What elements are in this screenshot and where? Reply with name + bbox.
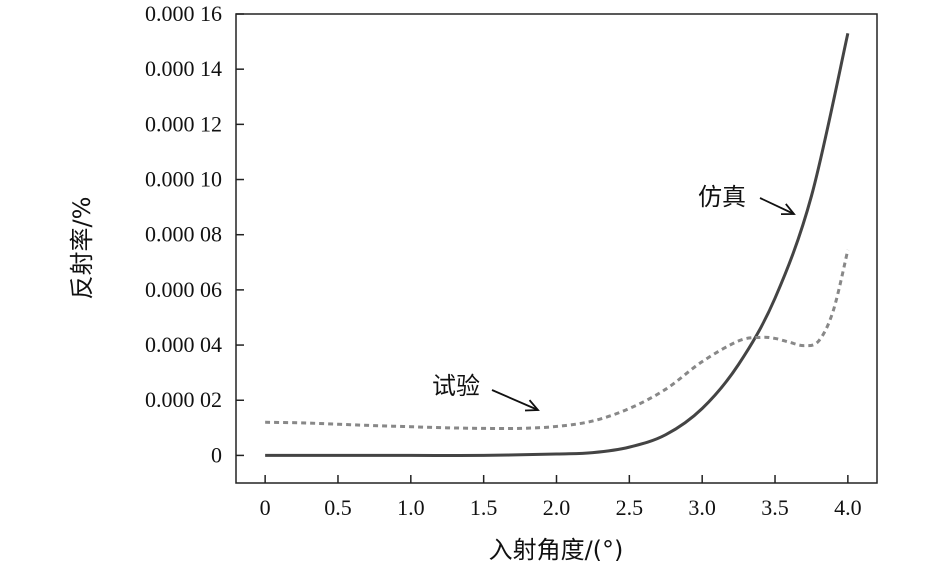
experiment-annotation-arrow	[491, 389, 539, 411]
y-tick-label: 0.000 10	[145, 167, 222, 192]
x-tick-label: 1.5	[470, 495, 498, 520]
y-axis-ticks: 0 0.000 02 0.000 04 0.000 06 0.000 08 0.000 1…	[145, 1, 244, 467]
y-tick-label: 0.000 16	[145, 1, 222, 26]
y-axis-title: 反射率/%	[68, 197, 96, 300]
simulation-annotation-arrow	[759, 197, 795, 215]
y-tick-label: 0.000 04	[145, 332, 222, 357]
simulation-annotation-label: 仿真	[698, 183, 746, 211]
y-tick-label: 0.000 02	[145, 387, 222, 412]
experiment-line	[265, 249, 850, 431]
x-tick-label: 4.0	[834, 495, 862, 520]
x-axis-ticks: 0 0.5 1.0 1.5 2.0 2.5 3.0 3.5 4.0	[260, 475, 862, 520]
y-tick-label: 0.000 14	[145, 56, 222, 81]
x-tick-label: 3.5	[761, 495, 789, 520]
x-tick-label: 0.5	[324, 495, 352, 520]
experiment-annotation-arrowhead	[524, 399, 540, 412]
simulation-line	[265, 32, 850, 458]
series-layer	[265, 32, 850, 458]
x-tick-label: 0	[260, 495, 271, 520]
y-tick-label: 0	[211, 442, 222, 467]
x-tick-label: 1.0	[397, 495, 425, 520]
simulation-annotation-arrowhead	[780, 203, 796, 216]
plot-frame	[235, 13, 878, 484]
x-tick-label: 2.5	[616, 495, 644, 520]
y-tick-label: 0.000 12	[145, 111, 222, 136]
x-tick-label: 3.0	[688, 495, 716, 520]
plot-border	[235, 13, 878, 484]
x-tick-label: 2.0	[543, 495, 571, 520]
x-axis-title: 入射角度/(°)	[489, 536, 624, 564]
experiment-annotation-label: 试验	[432, 372, 480, 400]
y-tick-label: 0.000 06	[145, 277, 222, 302]
y-tick-label: 0.000 08	[145, 222, 222, 247]
